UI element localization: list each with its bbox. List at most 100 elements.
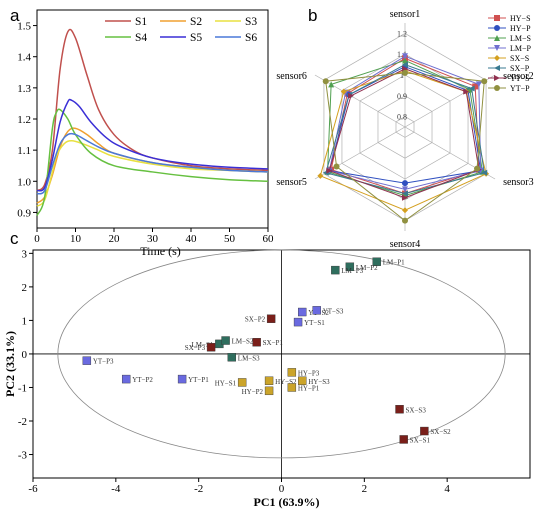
radar-series-marker: [317, 172, 324, 179]
radar-axis-label: sensor5: [276, 177, 307, 188]
point-label: HY−S1: [215, 379, 237, 387]
legend-marker: [494, 45, 500, 51]
radar-series-marker: [402, 207, 408, 214]
point-label: LM−S2: [232, 338, 254, 346]
x-tick-label: 2: [362, 483, 368, 495]
point-label: HY−P2: [242, 388, 264, 396]
radar-axis-label: sensor1: [390, 9, 421, 20]
legend-label: YT−S: [510, 74, 530, 83]
y-axis-title: PC2 (33.1%): [3, 331, 17, 397]
legend-marker: [494, 25, 500, 31]
x-tick-label: 50: [224, 233, 236, 245]
radar-series-marker: [402, 194, 408, 201]
radar-series-marker: [463, 88, 470, 95]
x-tick-label: -2: [194, 483, 203, 495]
legend-label: S4: [135, 32, 147, 44]
x-tick-label: 4: [444, 483, 450, 495]
radar-series-marker: [326, 167, 333, 174]
legend-label: SX−P: [510, 64, 530, 73]
radar-series-marker: [333, 163, 340, 170]
panel-letter-a: a: [10, 6, 20, 25]
legend-label: HY−P: [510, 24, 531, 33]
radar-series-marker: [402, 186, 408, 193]
scatter-point: [287, 368, 297, 377]
series-line-s5: [36, 98, 269, 192]
y-tick-label: 0: [22, 349, 28, 361]
x-tick-label: -6: [28, 483, 38, 495]
scatter-point: [264, 386, 274, 396]
legend-marker: [494, 15, 500, 21]
y-tick-label: 1.0: [17, 176, 31, 188]
scatter-point: [121, 374, 131, 384]
panel-letter-b: b: [308, 6, 317, 25]
series-line-s2: [36, 127, 269, 204]
scatter-point: [312, 306, 321, 315]
scatter-point: [293, 317, 303, 327]
radar-series-marker: [402, 69, 408, 76]
pca-scatter-panel-c: -6 -4 -2 0 2 4 -3 -2 -1 0 1 2 3 PC1 (63.9%) PC2 (33.1%…: [3, 248, 531, 509]
scatter-point: [221, 336, 230, 345]
x-tick-label: 20: [109, 233, 121, 245]
point-label: LM−P2: [356, 264, 378, 272]
y-tick-label: -2: [18, 416, 27, 428]
x-tick-label: 0: [279, 483, 285, 495]
x-tick-label: -4: [111, 483, 121, 495]
point-label: SX−P2: [245, 316, 266, 324]
x-tick-label: 0: [34, 233, 40, 245]
legend-label: S3: [245, 16, 257, 28]
radar-series-marker: [472, 83, 479, 90]
scatter-point: [287, 383, 297, 392]
point-label: LM−P1: [383, 259, 405, 267]
x-axis-title: PC1 (63.9%): [254, 495, 320, 509]
legend-marker: [494, 65, 500, 71]
point-label: SX−S1: [410, 436, 431, 444]
point-label: HY−P3: [298, 369, 320, 377]
plot-frame: [36, 9, 269, 229]
radar-series-marker: [475, 81, 482, 88]
radar-tick-label: 0.9: [397, 92, 407, 101]
y-tick-label: 2: [22, 282, 28, 294]
y-tick-label: -3: [18, 450, 28, 462]
radar-series-marker: [402, 65, 408, 72]
radar-series-marker: [402, 53, 408, 60]
radar-tick-label: 1: [400, 71, 404, 80]
legend-label: HY−S: [510, 14, 531, 23]
scatter-point: [177, 374, 187, 384]
y-tick-label: 0.9: [17, 207, 31, 219]
point-label: LM−S1: [192, 341, 214, 349]
point-label: LM−S3: [238, 354, 260, 362]
radar-axis-label: sensor3: [503, 177, 534, 188]
legend-label: S1: [135, 16, 147, 28]
legend-label: S5: [190, 32, 202, 44]
legend-label: S6: [245, 32, 257, 44]
scatter-point: [298, 307, 307, 317]
point-label: HY−S3: [308, 378, 330, 386]
x-axis-title: Time (s): [140, 244, 181, 258]
radar-series-marker: [328, 81, 335, 88]
legend-label: LM−P: [510, 44, 532, 53]
confidence-ellipse: [57, 249, 506, 459]
radar-tick-label: 1.2: [397, 29, 407, 38]
radar-series-marker: [474, 165, 481, 172]
scatter-point: [252, 338, 261, 347]
y-tick-label: 1.1: [17, 145, 31, 157]
y-tick-label: 1: [22, 315, 28, 327]
radar-chart-panel-b: 0.8 0.9 1 1.1 1.2 sensor1 sensor2 sensor3 sensor…: [276, 9, 533, 250]
y-tick-label: 1.2: [17, 114, 31, 126]
radar-series-marker: [347, 92, 354, 99]
scatter-point: [206, 343, 216, 352]
radar-axis-label: sensor2: [503, 71, 534, 82]
series-line-s3: [36, 140, 269, 207]
legend-marker: [494, 85, 500, 91]
point-label: HY−S2: [275, 378, 297, 386]
radar-series-marker: [402, 180, 408, 187]
scatter-point: [227, 353, 237, 362]
y-tick-label: 1.4: [17, 52, 31, 64]
y-tick-label: 1.3: [17, 83, 31, 95]
scatter-point: [372, 257, 381, 266]
scatter-point: [264, 376, 274, 385]
series-line-s1: [36, 28, 269, 192]
scatter-point: [266, 314, 276, 323]
legend-label: LM−S: [510, 34, 531, 43]
radar-series-marker: [468, 85, 475, 92]
